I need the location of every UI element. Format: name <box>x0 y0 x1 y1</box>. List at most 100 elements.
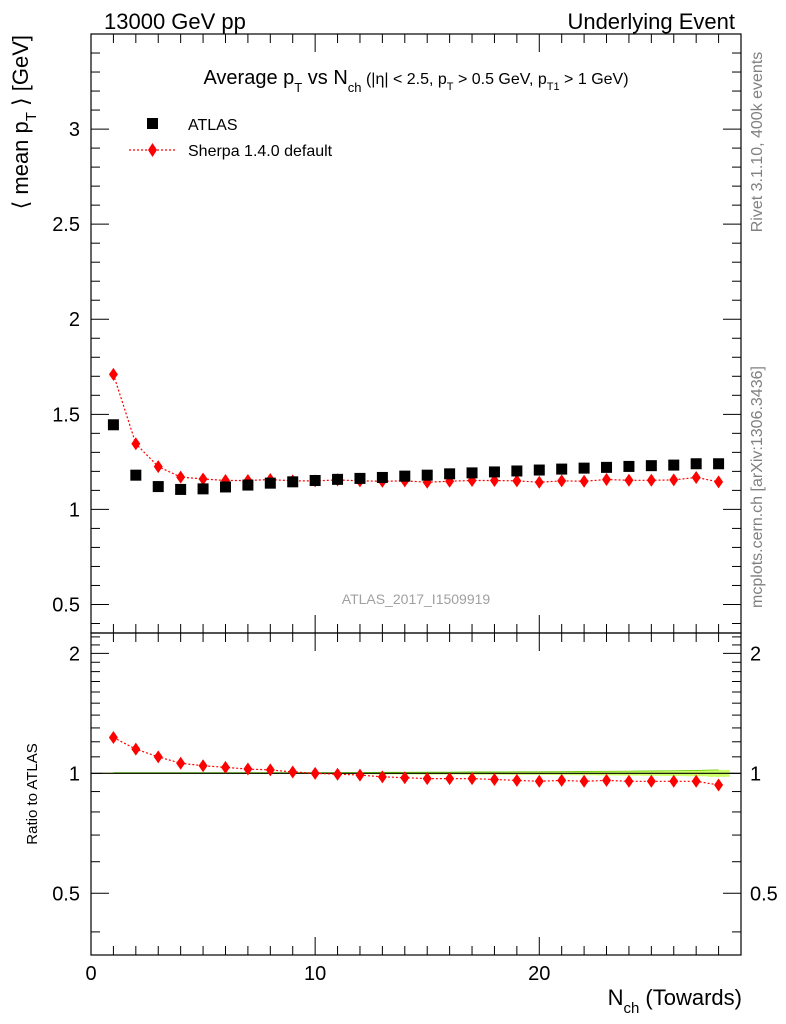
legend-sherpa-marker <box>148 143 157 157</box>
atlas-point <box>421 469 433 481</box>
ratio-ylabel: Ratio to ATLAS <box>24 743 41 844</box>
main-ytick-label: 1.5 <box>52 404 80 426</box>
ratio-point <box>131 742 141 756</box>
ratio-point <box>422 772 432 786</box>
atlas-point <box>287 476 299 488</box>
atlas-point <box>623 460 635 472</box>
main-ytick-label: 0.5 <box>52 594 80 616</box>
sherpa-point <box>512 474 522 488</box>
main-ytick-label: 1 <box>69 499 80 521</box>
sherpa-point <box>557 474 567 488</box>
ratio-ytick-label-left: 2 <box>69 643 80 665</box>
atlas-point <box>466 467 478 479</box>
ratio-point <box>714 778 724 792</box>
ratio-ytick-label-left: 1 <box>69 763 80 785</box>
ratio-ytick-label-right: 0.5 <box>750 883 778 905</box>
ratio-point <box>445 772 455 786</box>
plot-title: Average pT vs Nch (|η| < 2.5, pT > 0.5 G… <box>203 67 628 95</box>
ratio-point <box>220 760 230 774</box>
ratio-point <box>534 774 544 788</box>
sherpa-point <box>669 473 679 487</box>
main-panel: 0.5 1 1.5 2 2.5 3 ATLAS_2017_I1509919 Average… <box>8 33 742 634</box>
ratio-ticks: 0.5 0.51 12 20 10 20 <box>52 633 778 985</box>
atlas-point <box>219 481 231 493</box>
atlas-point <box>197 483 209 495</box>
atlas-point <box>444 468 456 480</box>
ratio-point <box>176 756 186 770</box>
ratio-point <box>691 774 701 788</box>
ratio-point <box>557 773 567 787</box>
sherpa-point <box>691 470 701 484</box>
ratio-point <box>512 773 522 787</box>
main-ytick-label: 2 <box>69 309 80 331</box>
atlas-point <box>354 472 366 484</box>
atlas-point <box>175 483 187 495</box>
main-ticks: 0.5 1 1.5 2 2.5 3 <box>52 34 742 633</box>
header-left: 13000 GeV pp <box>104 9 246 34</box>
atlas-point <box>488 466 500 478</box>
sherpa-point <box>198 472 208 486</box>
atlas-point <box>107 419 119 431</box>
ratio-ytick-label-right: 2 <box>750 643 761 665</box>
ratio-panel: 0.5 0.51 12 20 10 20 Ratio to ATLAS Nch (Towa… <box>24 632 778 1017</box>
atlas-point <box>242 479 254 491</box>
atlas-point <box>309 474 321 486</box>
ratio-xtick-label: 20 <box>528 963 550 985</box>
main-series <box>107 367 725 495</box>
atlas-point <box>601 461 613 473</box>
header-right: Underlying Event <box>567 9 735 34</box>
ratio-point <box>265 763 275 777</box>
ratio-point <box>243 762 253 776</box>
watermark: ATLAS_2017_I1509919 <box>342 591 491 607</box>
sherpa-point <box>714 475 724 489</box>
atlas-point <box>264 477 276 489</box>
ratio-point <box>579 774 589 788</box>
atlas-point <box>578 462 590 474</box>
ratio-point <box>355 768 365 782</box>
sherpa-point <box>153 460 163 474</box>
ratio-point <box>646 774 656 788</box>
ratio-xtick-label: 10 <box>304 963 326 985</box>
mcplots-label: mcplots.cern.ch [arXiv:1306.3436] <box>749 366 766 608</box>
atlas-point <box>152 481 164 493</box>
legend-atlas-label: ATLAS <box>188 117 238 134</box>
atlas-point <box>645 460 657 472</box>
atlas-point <box>511 465 523 477</box>
sherpa-point <box>646 473 656 487</box>
main-ylabel: ⟨ mean pT ⟩ [GeV] <box>8 35 40 209</box>
band-edge <box>113 769 719 774</box>
atlas-point <box>668 459 680 471</box>
ratio-point <box>669 774 679 788</box>
legend-atlas-marker <box>147 118 158 129</box>
ratio-point <box>400 771 410 785</box>
sherpa-point <box>624 473 634 487</box>
sherpa-point <box>534 475 544 489</box>
atlas-point <box>130 469 142 481</box>
ratio-point <box>467 772 477 786</box>
legend-sherpa-label: Sherpa 1.4.0 default <box>188 143 333 160</box>
sherpa-point <box>176 470 186 484</box>
ratio-ytick-label-left: 0.5 <box>52 883 80 905</box>
ratio-point <box>333 767 343 781</box>
ratio-point <box>288 765 298 779</box>
ratio-series <box>108 731 724 792</box>
atlas-point <box>533 464 545 476</box>
ratio-point <box>108 731 118 745</box>
sherpa-point <box>108 367 118 381</box>
ratio-point <box>310 766 320 780</box>
sherpa-point <box>131 437 141 451</box>
ratio-point <box>489 772 499 786</box>
main-ytick-label: 3 <box>69 119 80 141</box>
ratio-line <box>113 736 719 786</box>
atlas-point <box>713 458 725 470</box>
ratio-xtick-label: 0 <box>85 963 96 985</box>
ratio-point <box>198 759 208 773</box>
legend: ATLAS Sherpa 1.4.0 default <box>129 117 333 160</box>
sherpa-line <box>112 374 719 483</box>
ratio-point <box>153 750 163 764</box>
atlas-point <box>376 471 388 483</box>
sherpa-point <box>602 473 612 487</box>
rivet-label: Rivet 3.1.10, 400k events <box>749 52 766 233</box>
atlas-point <box>690 458 702 470</box>
